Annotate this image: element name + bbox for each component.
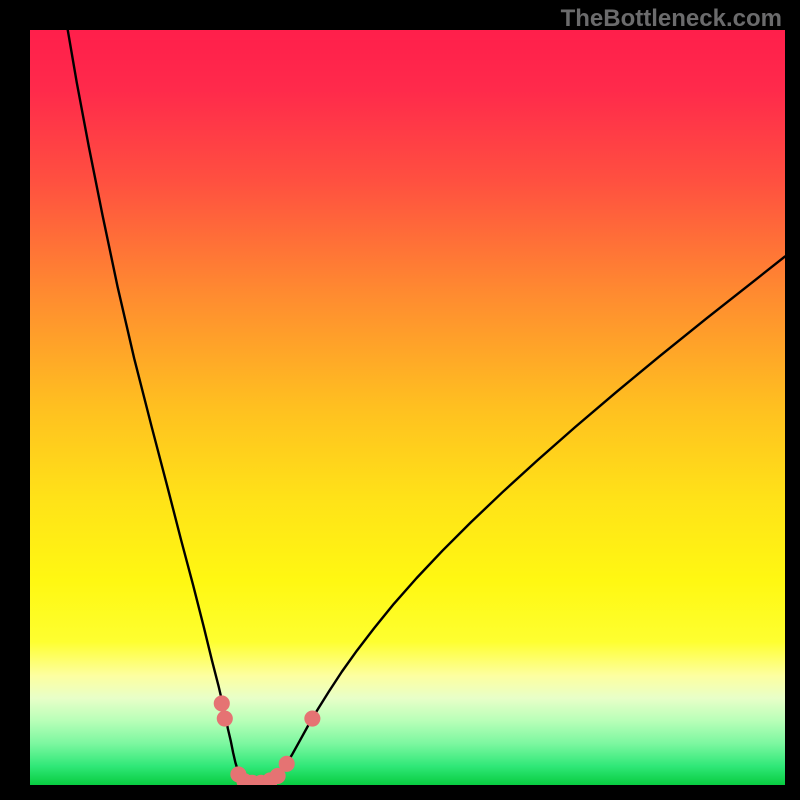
watermark-text: TheBottleneck.com <box>561 5 782 33</box>
curve-line <box>68 30 785 785</box>
chart-root: TheBottleneck.com <box>0 0 800 800</box>
marker-dot <box>214 696 229 711</box>
marker-dot <box>279 756 294 771</box>
plot-area <box>30 30 785 785</box>
curve-layer <box>30 30 785 785</box>
marker-dot <box>305 711 320 726</box>
marker-dot <box>217 711 232 726</box>
